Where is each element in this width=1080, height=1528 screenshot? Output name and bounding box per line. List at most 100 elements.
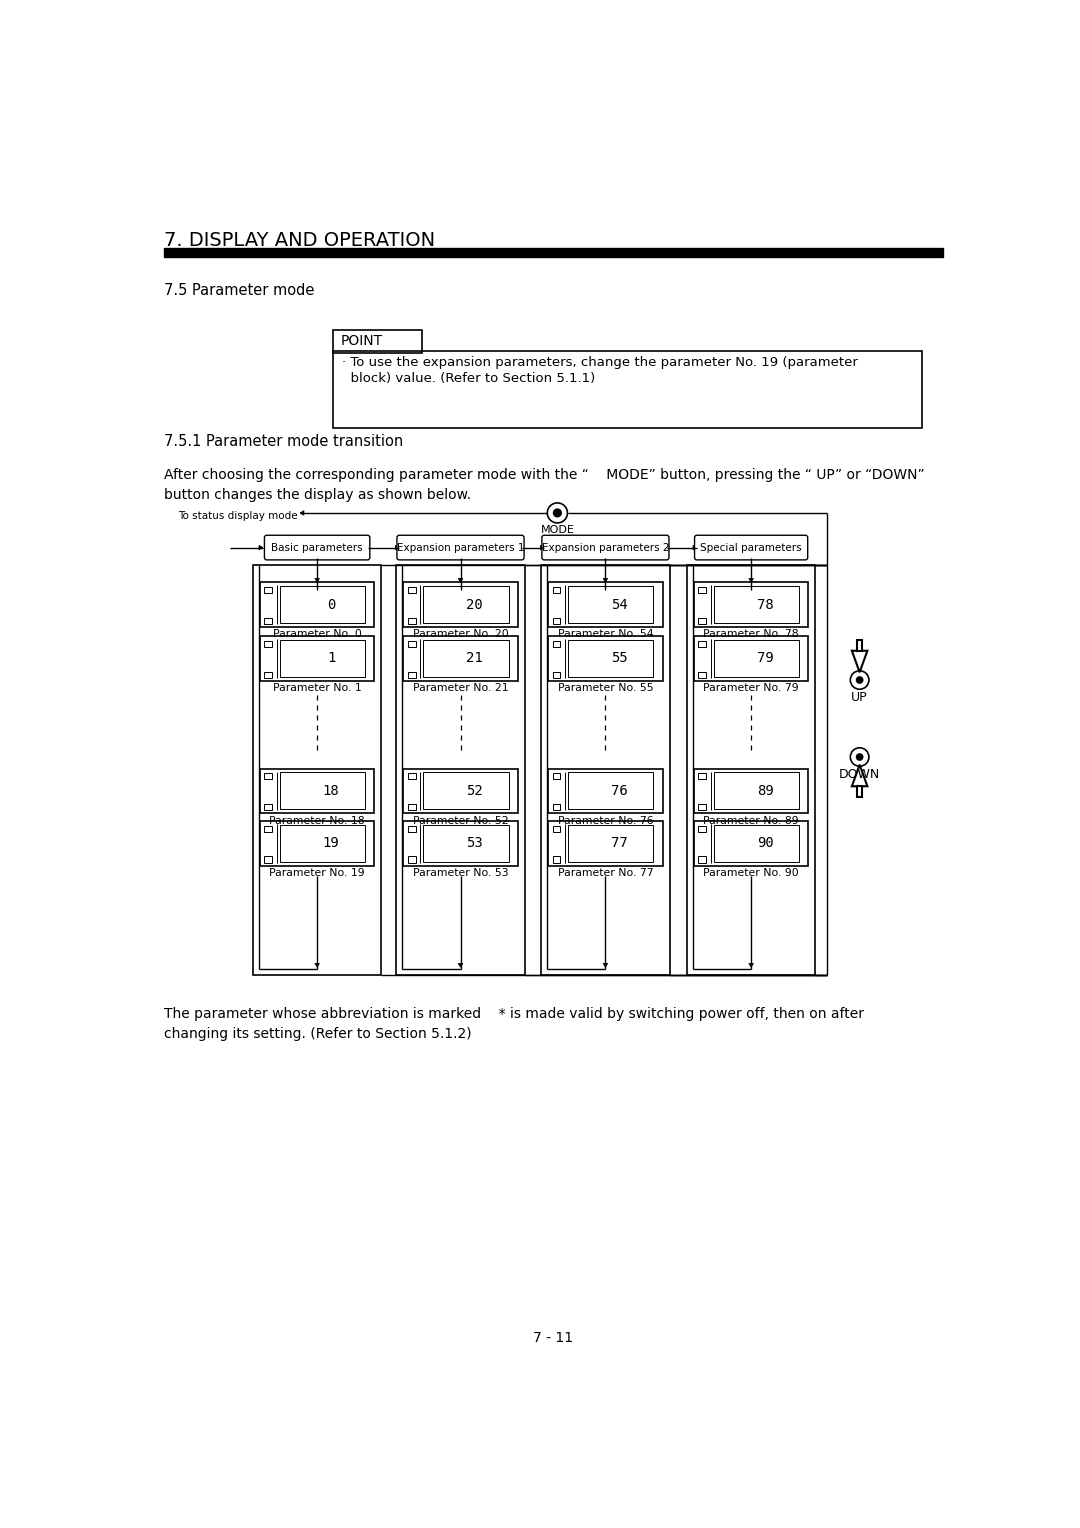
Circle shape [855, 677, 864, 685]
Text: Parameter No. 21: Parameter No. 21 [413, 683, 509, 694]
FancyBboxPatch shape [694, 535, 808, 559]
Bar [553, 773, 561, 779]
Text: changing its setting. (Refer to Section 5.1.2): changing its setting. (Refer to Section … [164, 1027, 472, 1041]
Text: 20: 20 [467, 597, 483, 611]
Bar [553, 671, 561, 678]
Text: 7.5 Parameter mode: 7.5 Parameter mode [164, 284, 315, 298]
Polygon shape [259, 545, 262, 550]
Text: The parameter whose abbreviation is marked    * is made valid by switching power: The parameter whose abbreviation is mark… [164, 1007, 864, 1021]
Bar [548, 821, 663, 865]
Text: 54: 54 [611, 597, 627, 611]
Bar [714, 640, 799, 677]
Bar [408, 671, 416, 678]
Circle shape [855, 753, 864, 761]
Text: block) value. (Refer to Section 5.1.1): block) value. (Refer to Section 5.1.1) [342, 371, 595, 385]
Text: Parameter No. 1: Parameter No. 1 [273, 683, 362, 694]
Polygon shape [748, 579, 754, 582]
Text: 55: 55 [611, 651, 627, 666]
Bar [548, 769, 663, 813]
Bar [553, 825, 561, 831]
Polygon shape [395, 545, 400, 550]
Text: 76: 76 [611, 784, 627, 798]
Text: 7.5.1 Parameter mode transition: 7.5.1 Parameter mode transition [164, 434, 404, 449]
Text: · To use the expansion parameters, change the parameter No. 19 (parameter: · To use the expansion parameters, chang… [342, 356, 858, 368]
Bar [548, 636, 663, 681]
Text: Special parameters: Special parameters [700, 542, 802, 553]
Bar [699, 804, 706, 810]
Bar [396, 564, 525, 975]
Bar [568, 587, 653, 623]
Bar [265, 773, 272, 779]
FancyBboxPatch shape [542, 535, 669, 559]
Bar [568, 773, 653, 810]
Text: Parameter No. 19: Parameter No. 19 [269, 868, 365, 879]
Bar [714, 825, 799, 862]
Text: button changes the display as shown below.: button changes the display as shown belo… [164, 487, 472, 501]
Polygon shape [458, 579, 463, 582]
Bar [333, 330, 422, 353]
Text: 21: 21 [467, 651, 483, 666]
Bar [403, 769, 517, 813]
Text: 90: 90 [757, 836, 773, 850]
Bar [408, 856, 416, 862]
Text: Expansion parameters 1: Expansion parameters 1 [396, 542, 524, 553]
FancyBboxPatch shape [397, 535, 524, 559]
Bar [333, 351, 921, 428]
Bar [164, 248, 943, 257]
Bar [423, 640, 509, 677]
Bar [280, 587, 365, 623]
Bar [687, 564, 815, 975]
Text: Parameter No. 0: Parameter No. 0 [272, 630, 362, 639]
Bar [699, 617, 706, 623]
Bar [699, 856, 706, 862]
Bar [423, 825, 509, 862]
Text: Parameter No. 78: Parameter No. 78 [703, 630, 799, 639]
Bar [408, 587, 416, 593]
Text: 18: 18 [323, 784, 339, 798]
Bar [856, 640, 862, 651]
Text: MODE: MODE [540, 526, 575, 535]
Bar [423, 587, 509, 623]
Bar [714, 773, 799, 810]
Bar [265, 856, 272, 862]
Bar [568, 640, 653, 677]
Text: DOWN: DOWN [839, 767, 880, 781]
Polygon shape [748, 963, 754, 967]
Text: Parameter No. 77: Parameter No. 77 [557, 868, 653, 879]
Text: Parameter No. 18: Parameter No. 18 [269, 816, 365, 825]
Bar [699, 587, 706, 593]
Bar [699, 640, 706, 646]
Text: Parameter No. 52: Parameter No. 52 [413, 816, 509, 825]
Text: 78: 78 [757, 597, 773, 611]
Text: Expansion parameters 2: Expansion parameters 2 [542, 542, 670, 553]
Text: Parameter No. 20: Parameter No. 20 [413, 630, 509, 639]
Circle shape [554, 509, 562, 516]
Bar [408, 617, 416, 623]
Text: 7. DISPLAY AND OPERATION: 7. DISPLAY AND OPERATION [164, 231, 435, 251]
Bar [408, 773, 416, 779]
Text: 0: 0 [327, 597, 335, 611]
Polygon shape [314, 579, 320, 582]
Polygon shape [314, 963, 320, 967]
Text: 1: 1 [327, 651, 335, 666]
Bar [553, 617, 561, 623]
Polygon shape [458, 963, 463, 967]
Polygon shape [300, 510, 303, 515]
Text: Parameter No. 89: Parameter No. 89 [703, 816, 799, 825]
Text: UP: UP [851, 691, 868, 704]
Text: To status display mode: To status display mode [177, 510, 297, 521]
Bar [403, 582, 517, 626]
Bar [280, 773, 365, 810]
Text: 77: 77 [611, 836, 627, 850]
Bar [553, 587, 561, 593]
Text: After choosing the corresponding parameter mode with the “    MODE” button, pres: After choosing the corresponding paramet… [164, 468, 926, 483]
Text: 53: 53 [467, 836, 483, 850]
Bar [699, 773, 706, 779]
Text: 89: 89 [757, 784, 773, 798]
Bar [408, 640, 416, 646]
Polygon shape [540, 545, 544, 550]
Text: Parameter No. 90: Parameter No. 90 [703, 868, 799, 879]
Text: Basic parameters: Basic parameters [271, 542, 363, 553]
Text: POINT: POINT [340, 333, 382, 347]
Bar [553, 804, 561, 810]
